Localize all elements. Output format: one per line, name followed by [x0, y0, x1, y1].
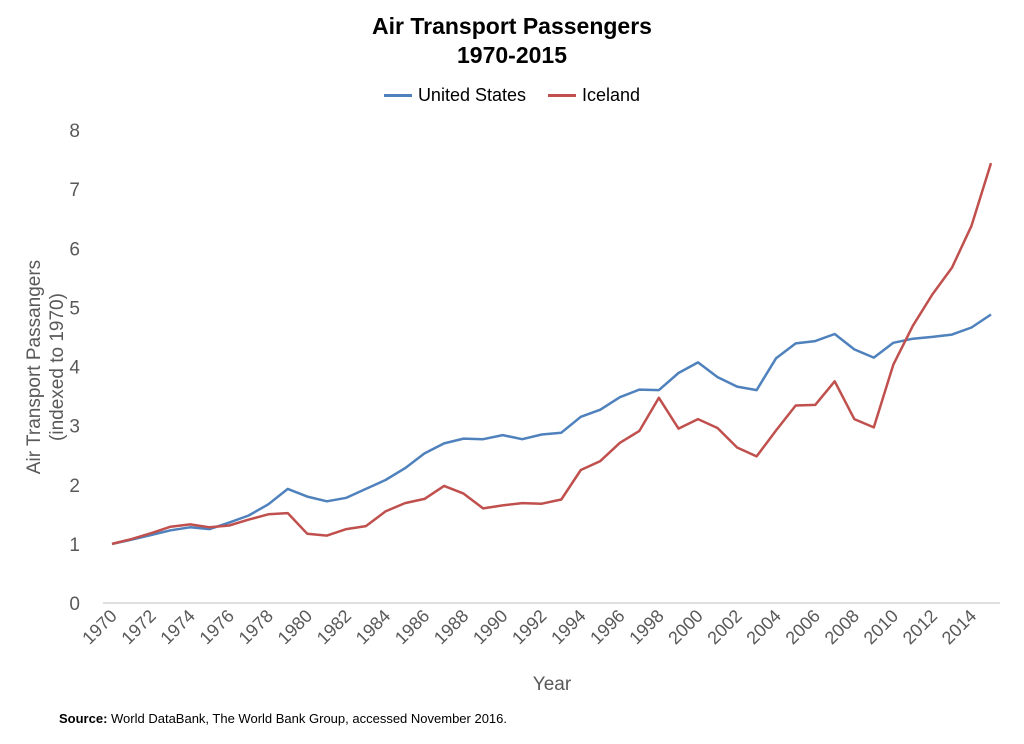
- x-tick-label: 2000: [664, 606, 706, 648]
- x-tick-label: 1992: [508, 606, 550, 648]
- x-tick-label: 2002: [703, 606, 745, 648]
- legend-swatch-united-states: [383, 94, 412, 97]
- chart-subtitle: 1970-2015: [457, 42, 567, 68]
- x-tick-label: 2010: [860, 606, 902, 648]
- x-tick-label: 1996: [586, 606, 628, 648]
- x-tick-label: 2012: [899, 606, 941, 648]
- x-tick-label: 1970: [78, 606, 120, 648]
- legend: United States Iceland: [0, 85, 1024, 106]
- x-tick-label: 2006: [782, 606, 824, 648]
- x-tick-label: 1978: [235, 606, 277, 648]
- legend-swatch-iceland: [548, 94, 576, 97]
- y-tick-label: 4: [69, 358, 80, 379]
- x-tick-label: 1980: [274, 606, 316, 648]
- x-tick-label: 1988: [430, 606, 472, 648]
- x-tick-label: 1994: [547, 606, 589, 648]
- legend-label-iceland: Iceland: [582, 85, 641, 105]
- x-tick-label: 1976: [196, 606, 238, 648]
- legend-label-united-states: United States: [417, 85, 526, 105]
- source-text: World DataBank, The World Bank Group, ac…: [107, 711, 507, 726]
- legend-item-iceland: Iceland: [548, 85, 640, 106]
- legend-item-united-states: United States: [383, 85, 526, 106]
- y-tick-label: 1: [69, 535, 80, 556]
- x-tick-label: 1984: [352, 606, 394, 648]
- series-line-united-states: [111, 313, 992, 546]
- y-tick-label: 6: [69, 239, 80, 260]
- x-tick-label: 1998: [625, 606, 667, 648]
- chart-title: Air Transport Passengers: [372, 13, 652, 39]
- y-tick-label: 5: [69, 298, 80, 319]
- x-tick-label: 1986: [391, 606, 433, 648]
- y-tick-label: 8: [69, 121, 80, 142]
- y-tick-label: 2: [69, 476, 80, 497]
- x-tick-label: 2014: [938, 606, 980, 648]
- source-label: Source:: [59, 711, 108, 726]
- y-axis-title: Air Transport Passangers: [24, 260, 45, 474]
- y-tick-label: 3: [69, 417, 80, 438]
- source-note: Source: World DataBank, The World Bank G…: [59, 711, 507, 726]
- x-tick-label: 1972: [117, 606, 159, 648]
- y-axis-subtitle: (indexed to 1970): [47, 293, 68, 441]
- series-line-iceland: [111, 162, 993, 546]
- x-tick-label: 1982: [313, 606, 355, 648]
- x-tick-label: 2008: [821, 606, 863, 648]
- y-tick-label: 7: [69, 180, 80, 201]
- x-tick-label: 1990: [469, 606, 511, 648]
- x-tick-label: 2004: [743, 606, 785, 648]
- x-tick-label: 1974: [157, 606, 199, 648]
- x-axis-title: Year: [533, 674, 572, 695]
- y-tick-label: 0: [69, 594, 80, 615]
